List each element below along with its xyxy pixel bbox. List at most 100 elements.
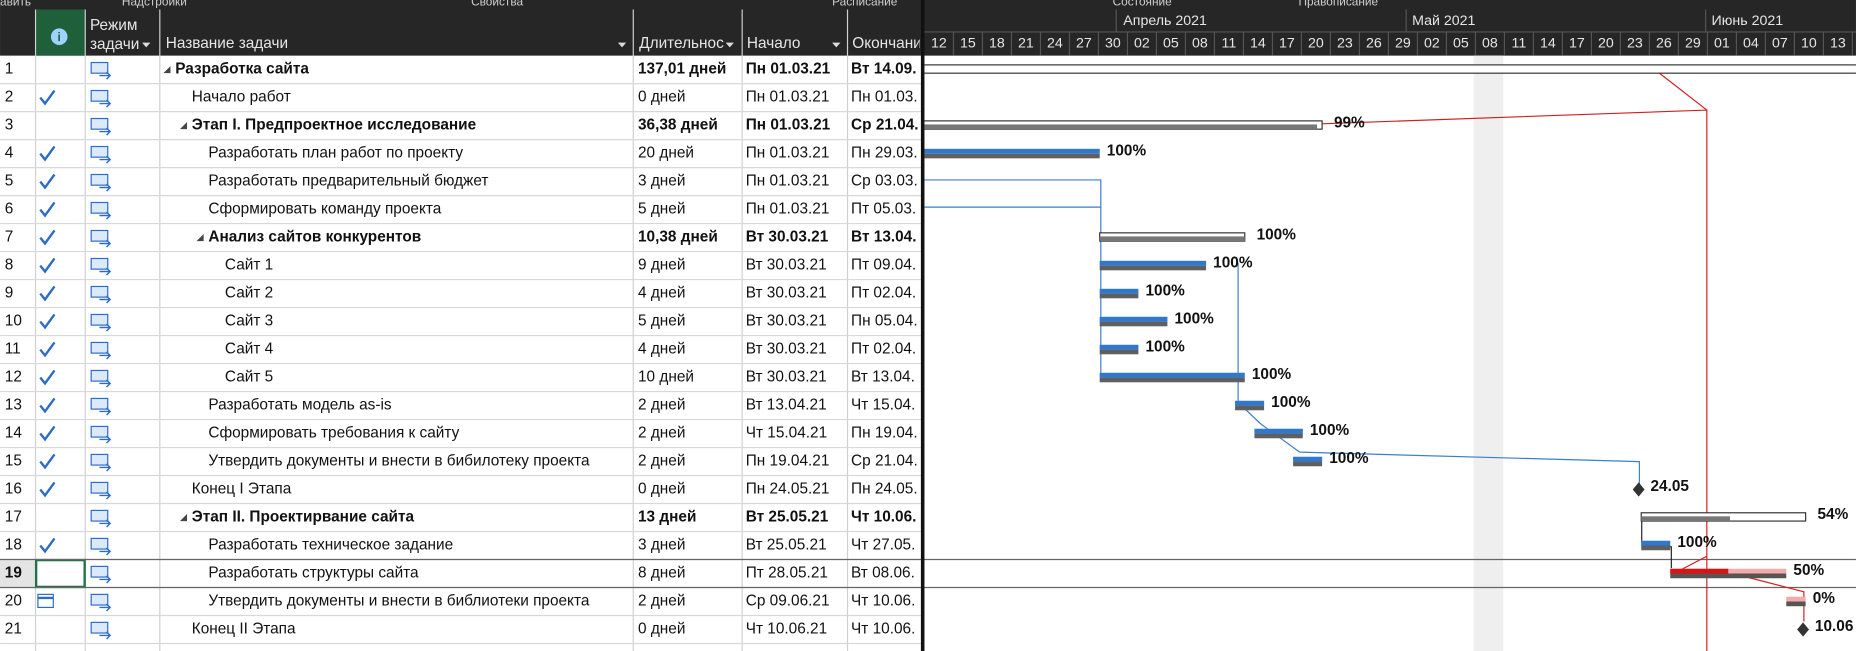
bar-label: 100% — [1252, 366, 1292, 383]
mode-icon-arrow — [99, 267, 112, 276]
day-label: 18 — [989, 36, 1005, 52]
task-start: Пн 01.03.21 — [746, 117, 831, 134]
mode-icon — [90, 201, 109, 214]
task-name: Сайт 4 — [225, 341, 274, 358]
day-label: 08 — [1482, 36, 1498, 52]
mode-icon — [90, 61, 109, 74]
mode-icon-arrow — [99, 211, 112, 220]
month-label: Июнь 2021 — [1712, 13, 1784, 29]
ribbon-tab: Правописание — [1298, 0, 1378, 8]
col-duration: Длительнос — [639, 35, 724, 52]
mode-icon-arrow — [99, 99, 112, 108]
row-number-selected — [0, 559, 36, 588]
mode-icon — [90, 397, 109, 410]
task-start: Пт 28.05.21 — [746, 565, 828, 582]
task-finish: Вт 14.09. — [851, 61, 916, 78]
task-start: Пн 01.03.21 — [746, 145, 830, 162]
task-name: Разработать план работ по проекту — [208, 145, 463, 162]
day-label: 27 — [1076, 36, 1092, 52]
baseline-bar — [1641, 545, 1671, 551]
day-label: 07 — [1772, 36, 1788, 52]
mode-icon-arrow — [99, 323, 112, 332]
row-number: 10 — [5, 313, 22, 330]
task-name: Утвердить документы и внести в бибилотек… — [208, 453, 590, 470]
task-progress — [924, 148, 1100, 154]
baseline-bar — [1670, 573, 1787, 579]
ribbon-tab: Расписание — [832, 0, 898, 8]
task-duration: 4 дней — [638, 285, 685, 302]
task-start: Вт 30.03.21 — [746, 285, 827, 302]
bar-label: 100% — [1271, 394, 1311, 411]
mode-icon — [90, 229, 109, 242]
day-label: 08 — [1192, 36, 1208, 52]
day-label: 21 — [1018, 36, 1034, 52]
task-start: Вт 13.04.21 — [746, 397, 827, 414]
row-number: 8 — [5, 257, 14, 274]
task-progress — [1293, 456, 1323, 462]
mode-icon — [90, 285, 109, 298]
task-start: Вт 25.05.21 — [746, 537, 827, 554]
day-label: 15 — [960, 36, 976, 52]
task-finish: Чт 10.06. — [851, 621, 915, 638]
nonworking-shade — [1473, 55, 1504, 651]
bar-label: 100% — [1329, 450, 1369, 467]
task-duration: 4 дней — [638, 341, 685, 358]
task-start: Пн 19.04.21 — [746, 453, 830, 470]
day-label: 29 — [1395, 36, 1411, 52]
task-finish: Чт 10.06. — [851, 593, 915, 610]
task-duration: 2 дней — [638, 593, 685, 610]
selected-cell — [34, 558, 86, 589]
mode-icon-arrow — [99, 295, 112, 304]
info-icon — [50, 28, 68, 45]
gantt: 99%100%100%100%100%100%100%100%100%100%1… — [924, 64, 1856, 651]
row-number: 14 — [5, 425, 23, 442]
check-icon — [39, 341, 56, 358]
task-progress — [1254, 428, 1303, 434]
bar-label: 50% — [1793, 562, 1824, 579]
task-finish: Чт 10.06. — [851, 509, 916, 526]
check-icon — [39, 481, 56, 498]
day-label: 17 — [1569, 36, 1585, 52]
row-number: 18 — [5, 537, 22, 554]
task-name: Этап I. Предпроектное исследование — [192, 117, 477, 134]
check-icon — [39, 229, 56, 246]
row-number: 17 — [5, 509, 22, 526]
task-finish: Пн 19.04. — [851, 425, 918, 442]
day-label: 04 — [1743, 36, 1759, 52]
day-label: 11 — [1512, 36, 1527, 52]
baseline-bar — [1293, 461, 1323, 467]
bar-label: 54% — [1817, 506, 1848, 523]
milestone — [1797, 622, 1809, 637]
row-number: 19 — [5, 565, 22, 582]
check-icon — [39, 173, 56, 190]
mode-icon — [90, 173, 109, 186]
mode-icon-arrow — [99, 155, 112, 164]
check-icon — [39, 201, 56, 218]
task-name: Этап II. Проектирвание сайта — [192, 509, 415, 526]
day-label: 30 — [1105, 36, 1121, 52]
mode-icon — [90, 145, 109, 158]
day-label: 02 — [1424, 36, 1440, 52]
mode-icon-arrow — [99, 575, 112, 584]
mode-icon-arrow — [99, 631, 112, 640]
task-name: Конец II Этапа — [192, 621, 296, 638]
day-label: 24 — [1047, 36, 1063, 52]
mode-icon-arrow — [99, 463, 112, 472]
task-name: Разработать модель as-is — [208, 397, 392, 414]
task-start: Вт 30.03.21 — [746, 369, 827, 386]
task-duration: 10,38 дней — [638, 229, 718, 246]
mode-icon-arrow — [99, 547, 112, 556]
task-name: Начало работ — [192, 89, 291, 106]
col-name: Название задачи — [166, 35, 288, 52]
bar-label: 99% — [1334, 114, 1365, 131]
day-label: 23 — [1337, 36, 1353, 52]
baseline-bar — [1099, 293, 1139, 299]
row-number: 21 — [5, 621, 22, 638]
task-duration: 3 дней — [638, 537, 685, 554]
task-duration: 2 дней — [638, 453, 685, 470]
row-number: 4 — [5, 145, 14, 162]
task-duration: 13 дней — [638, 509, 696, 526]
task-name: Конец I Этапа — [192, 481, 292, 498]
dropdown-arrows — [142, 42, 841, 48]
task-duration: 9 дней — [638, 257, 685, 274]
